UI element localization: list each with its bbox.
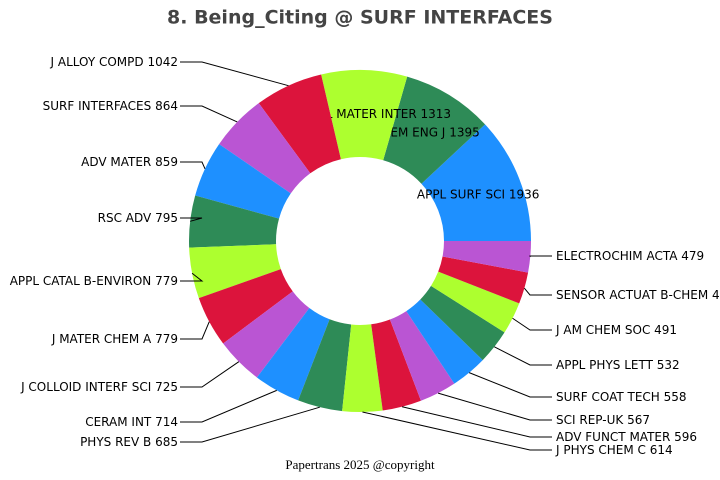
leader-line	[180, 61, 289, 87]
slice-value: 1042	[147, 55, 178, 69]
leader-line	[402, 406, 552, 438]
slice-label: ADV MATER 859	[81, 155, 178, 169]
slice-value: 864	[155, 99, 178, 113]
chart-title: 8. Being_Citing @ SURF INTERFACES	[167, 7, 553, 29]
donut-slice	[442, 241, 531, 273]
donut-slice	[256, 308, 330, 401]
donut-slice	[321, 70, 408, 161]
slice-value: 859	[155, 155, 178, 169]
slice-value: 779	[155, 274, 178, 288]
slice-name: J ALLOY COMPD	[50, 55, 144, 69]
slice-label: RSC ADV 795	[98, 211, 178, 225]
slice-name: J AM CHEM SOC	[555, 323, 650, 337]
leader-line	[523, 287, 552, 296]
donut-slice	[189, 244, 281, 299]
donut-slice	[438, 256, 529, 304]
slice-value: 685	[155, 435, 178, 449]
leader-line	[437, 392, 552, 421]
slice-label: SURF COAT TECH 558	[556, 390, 687, 404]
donut-slice	[371, 319, 421, 411]
slice-label: SENSOR ACTUAT B-CHEM 485	[556, 288, 720, 302]
slice-value: 795	[155, 211, 178, 225]
slice-label: APPL PHYS LETT 532	[556, 358, 680, 372]
leader-line	[180, 105, 238, 123]
slice-label: J ALLOY COMPD 1042	[50, 55, 178, 69]
slice-name: SCI REP-UK	[556, 413, 624, 427]
slice-label: CERAM INT 714	[85, 415, 178, 429]
slice-name: RSC ADV	[98, 211, 152, 225]
slice-label: ADV FUNCT MATER 596	[556, 430, 697, 444]
slice-name: SENSOR ACTUAT B-CHEM	[556, 288, 708, 302]
donut-slice	[383, 76, 486, 184]
leader-line	[180, 389, 277, 423]
leader-line	[529, 255, 552, 258]
slice-name: J COLLOID INTERF SCI	[20, 380, 151, 394]
slice-name: CERAM INT	[85, 415, 152, 429]
slice-name: J PHYS CHEM C	[555, 443, 646, 457]
slice-name: ADV MATER	[81, 155, 151, 169]
slice-value: 614	[650, 443, 673, 457]
slice-value: 779	[155, 332, 178, 346]
leader-line	[180, 321, 210, 340]
leader-line	[180, 161, 206, 169]
footer: Papertrans 2025 @copyright	[285, 457, 435, 472]
slice-value: 596	[674, 430, 697, 444]
slice-label: J COLLOID INTERF SCI 725	[20, 380, 178, 394]
leader-line	[180, 217, 203, 222]
donut-slice	[421, 124, 531, 241]
donut-slice	[219, 103, 311, 194]
slice-name: SURF COAT TECH	[556, 390, 660, 404]
slice-value: 485	[712, 288, 720, 302]
donut-slice	[389, 311, 455, 401]
slice-name: ADV FUNCT MATER	[556, 430, 670, 444]
slice-value: 532	[657, 358, 680, 372]
slice-value: 567	[627, 413, 650, 427]
slice-value: 714	[155, 415, 178, 429]
slice-label: J MATER CHEM A 779	[51, 332, 178, 346]
slice-label: APPL CATAL B-ENVIRON 779	[10, 274, 178, 288]
slice-value: 1395	[449, 125, 480, 139]
slice-label: APPL SURF SCI 1936	[417, 187, 540, 201]
leader-line	[512, 317, 552, 331]
donut-slice	[298, 319, 352, 412]
slice-value: 1936	[509, 187, 540, 201]
donut-slice	[189, 195, 280, 248]
slice-label: J AM CHEM SOC 491	[555, 323, 677, 337]
donut-slice	[406, 299, 483, 384]
slice-value: 558	[664, 390, 687, 404]
donut-slice	[420, 285, 505, 361]
donut-slice	[258, 74, 341, 174]
donut-slice	[195, 144, 291, 219]
slice-label: ELECTROCHIM ACTA 479	[556, 249, 704, 263]
slice-name: J MATER CHEM A	[51, 332, 152, 346]
slice-value: 725	[155, 380, 178, 394]
leader-line	[180, 406, 320, 443]
leader-line	[494, 346, 552, 366]
donut-slice	[223, 291, 310, 378]
leader-line	[180, 272, 204, 282]
slice-label: PHYS REV B 685	[80, 435, 178, 449]
donut-slice	[198, 269, 293, 344]
slice-value: 491	[654, 323, 677, 337]
slice-value: 479	[681, 249, 704, 263]
slice-name: ELECTROCHIM ACTA	[556, 249, 678, 263]
slice-name: PHYS REV B	[80, 435, 151, 449]
slice-name: APPL CATAL B-ENVIRON	[10, 274, 152, 288]
slice-label: SCI REP-UK 567	[556, 413, 650, 427]
slice-value: 1313	[421, 107, 452, 121]
slice-name: SURF INTERFACES	[43, 99, 152, 113]
slice-label: J PHYS CHEM C 614	[555, 443, 673, 457]
leader-line	[180, 361, 240, 388]
slice-name: APPL SURF SCI	[417, 187, 505, 201]
slice-label: SURF INTERFACES 864	[43, 99, 178, 113]
slice-name: APPL PHYS LETT	[556, 358, 654, 372]
donut-slice	[430, 271, 520, 333]
leader-line	[362, 411, 552, 451]
leader-line	[468, 372, 552, 398]
donut-slice	[342, 324, 383, 412]
